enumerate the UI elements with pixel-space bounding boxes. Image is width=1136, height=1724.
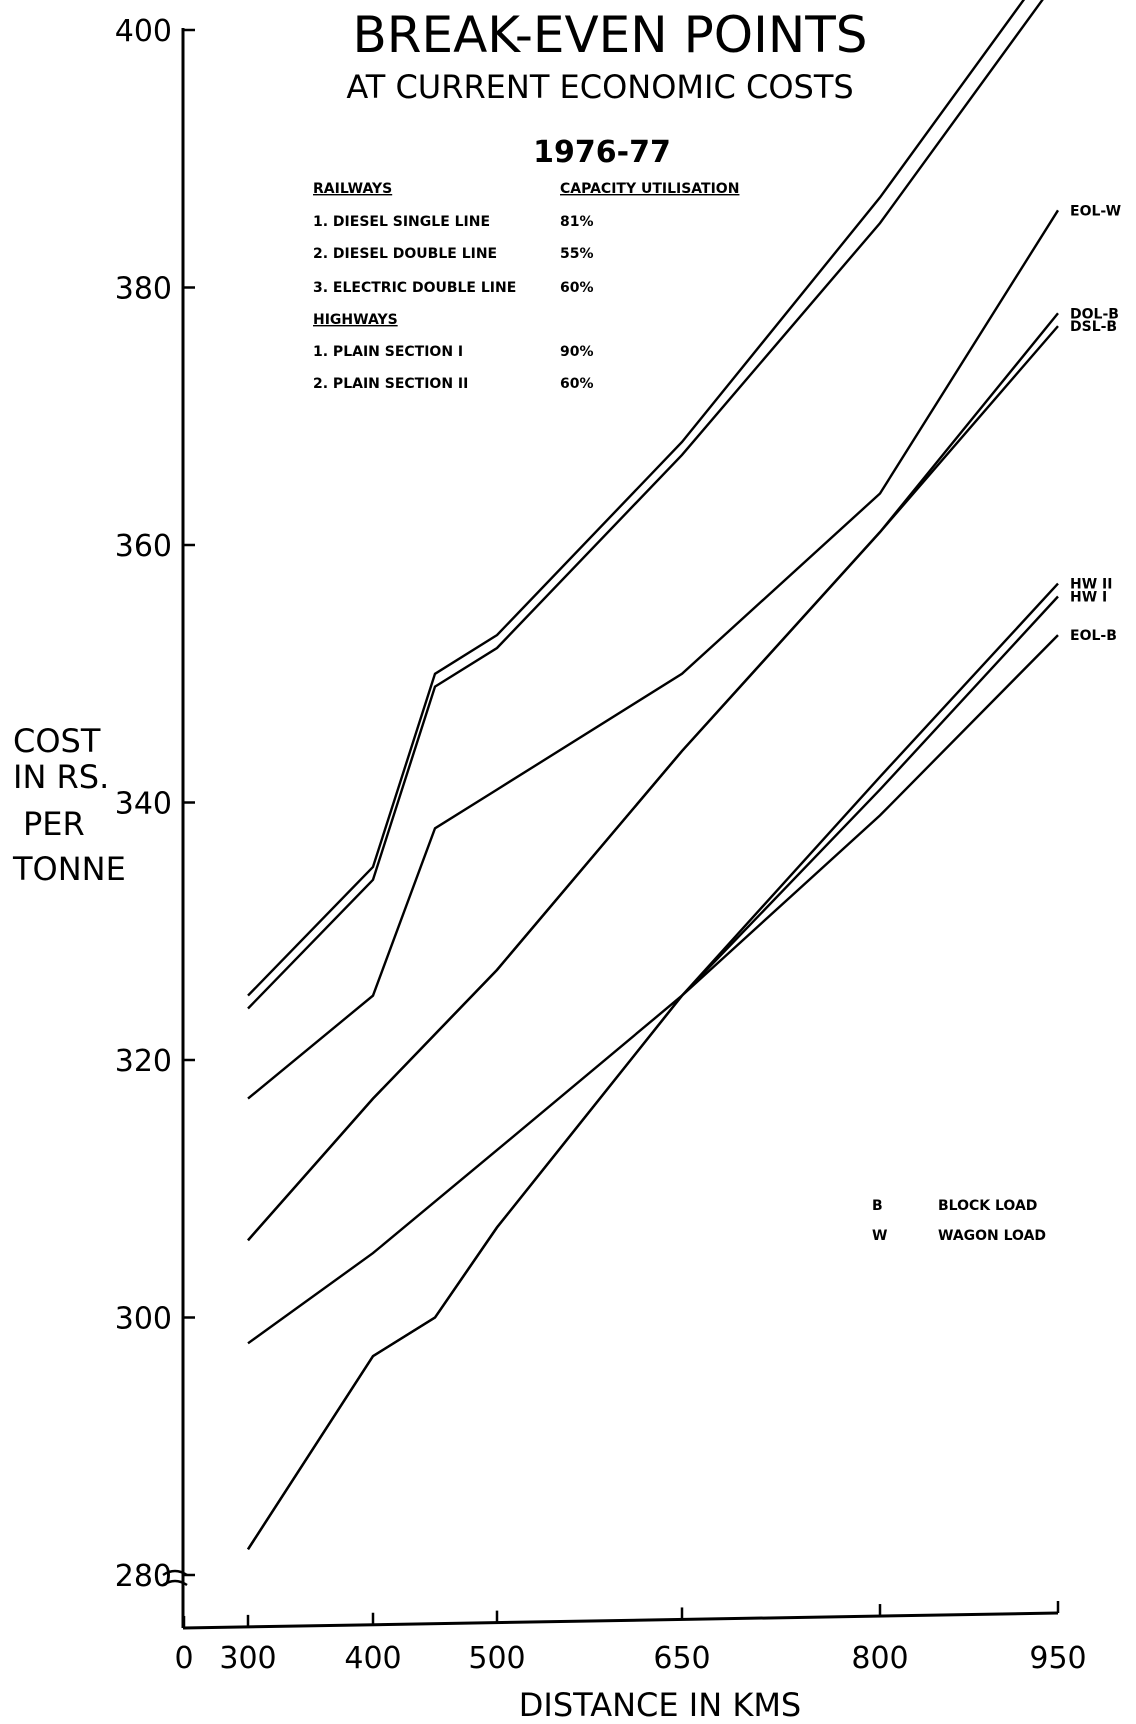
railway-row-label: 2. DIESEL DOUBLE LINE — [313, 246, 497, 262]
series-line — [247, 0, 1026, 997]
highways-heading: HIGHWAYS — [313, 312, 398, 328]
y-tick-label: 340 — [115, 787, 172, 822]
railway-row-value: 60% — [560, 280, 594, 296]
y-tick-label: 360 — [115, 529, 172, 564]
series-label: DSL-B — [1070, 319, 1117, 335]
x-tick-label: 500 — [468, 1641, 525, 1676]
series-label: EOL-W — [1070, 203, 1121, 219]
x-tick-label: 650 — [653, 1641, 710, 1676]
highway-row-label: 1. PLAIN SECTION I — [313, 344, 463, 360]
y-tick-label: 400 — [115, 14, 172, 49]
legend-key: B — [872, 1198, 883, 1214]
railway-row-value: 81% — [560, 214, 594, 230]
capacity-heading: CAPACITY UTILISATION — [560, 181, 739, 197]
chart-year: 1976-77 — [533, 135, 671, 170]
series-label: HW I — [1070, 590, 1107, 606]
series-label: HW II — [1070, 577, 1112, 593]
railway-row-label: 3. ELECTRIC DOUBLE LINE — [313, 280, 516, 296]
series-line — [247, 0, 1044, 1010]
x-tick-label: 950 — [1029, 1641, 1086, 1676]
series-line — [246, 595, 1059, 1550]
series-line — [247, 325, 1059, 1242]
x-axis-label: DISTANCE IN KMS — [519, 1686, 801, 1724]
y-tick-label: 280 — [115, 1559, 172, 1594]
y-axis-label-line: IN RS. — [13, 758, 109, 796]
railway-row-value: 55% — [560, 246, 594, 262]
legend: B BLOCK LOAD W WAGON LOAD — [872, 1198, 1046, 1244]
legend-key: W — [872, 1228, 887, 1244]
legend-text: WAGON LOAD — [938, 1228, 1046, 1244]
x-tick-label: 0 — [174, 1641, 193, 1676]
chart-subtitle: AT CURRENT ECONOMIC COSTS — [346, 68, 853, 106]
x-tick-label: 800 — [851, 1641, 908, 1676]
x-axis — [182, 1611, 1059, 1630]
y-axis-label-line: TONNE — [12, 850, 126, 888]
y-tick-label: 320 — [115, 1044, 172, 1079]
railways-heading: RAILWAYS — [313, 181, 392, 197]
chart-title: BREAK-EVEN POINTS — [352, 6, 867, 64]
railway-row-label: 1. DIESEL SINGLE LINE — [313, 214, 490, 230]
x-tick-label: 300 — [219, 1641, 276, 1676]
series-line — [247, 209, 1060, 1100]
legend-text: BLOCK LOAD — [938, 1198, 1037, 1214]
series-label: DOL-B — [1070, 306, 1119, 322]
x-ticks: 0 300 400 500 650 800 950 — [174, 1601, 1087, 1676]
series-line — [247, 634, 1059, 1345]
y-axis-label: COST IN RS. PER TONNE — [12, 722, 126, 888]
highway-row-value: 90% — [560, 344, 594, 360]
highway-row-label: 2. PLAIN SECTION II — [313, 376, 468, 392]
x-tick-label: 400 — [344, 1641, 401, 1676]
y-axis-label-line: PER — [23, 805, 85, 843]
y-tick-label: 300 — [115, 1302, 172, 1337]
y-tick-label: 380 — [115, 272, 172, 307]
y-ticks: 280 300 320 340 360 380 400 — [115, 14, 195, 1594]
series-label: EOL-B — [1070, 628, 1117, 644]
capacity-table: RAILWAYS CAPACITY UTILISATION 1. DIESEL … — [313, 181, 739, 392]
highway-row-value: 60% — [560, 376, 594, 392]
y-axis-label-line: COST — [13, 722, 101, 760]
